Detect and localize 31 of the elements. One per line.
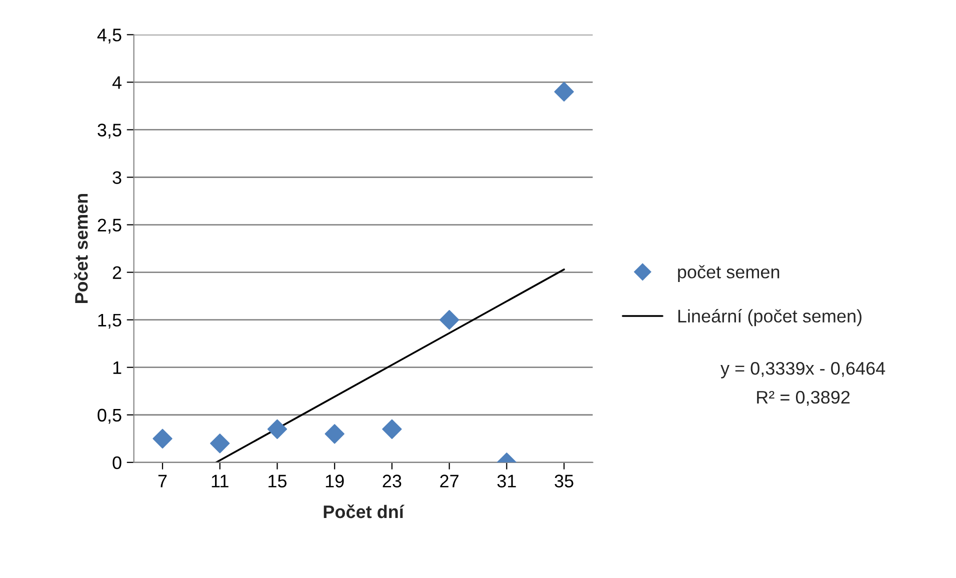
y-tick-label: 1 — [113, 361, 122, 374]
point — [554, 82, 574, 102]
x-tick-label: 7 — [158, 474, 167, 488]
point — [324, 424, 344, 444]
y-tick-label: 1,5 — [98, 314, 122, 329]
y-tick-label: 0,5 — [98, 408, 122, 424]
x-axis-title: Počet dní — [324, 504, 404, 518]
y-tick-label: 3 — [112, 171, 122, 184]
y-tick-label: 3,5 — [98, 124, 122, 139]
x-tick-label: 27 — [440, 474, 458, 488]
y-axis-title: Počet semen — [74, 194, 88, 304]
x-tick-label: 31 — [497, 474, 516, 488]
point — [210, 434, 230, 454]
y-tick-label: 0 — [112, 456, 122, 470]
x-tick-label: 11 — [212, 474, 228, 488]
x-tick-label: 35 — [554, 474, 574, 488]
text: y = 0,3339x - 0,6464 — [720, 362, 886, 378]
point — [267, 419, 288, 439]
x-tick-label: 19 — [326, 474, 344, 488]
legend-label: Lineární (počet semen) — [678, 309, 862, 326]
text: R² = 0,3892 — [757, 390, 850, 406]
point — [152, 428, 172, 448]
x-tick-label: 23 — [382, 474, 402, 488]
point — [382, 419, 402, 439]
y-tick-label: 4,5 — [97, 28, 122, 44]
legend-label: počet semen — [678, 265, 780, 282]
point — [439, 310, 460, 330]
y-tick-label: 4 — [112, 76, 122, 89]
y-tick-label: 2 — [112, 266, 122, 279]
x-tick-label: 15 — [268, 474, 287, 488]
y-tick-label: 2,5 — [98, 218, 122, 234]
